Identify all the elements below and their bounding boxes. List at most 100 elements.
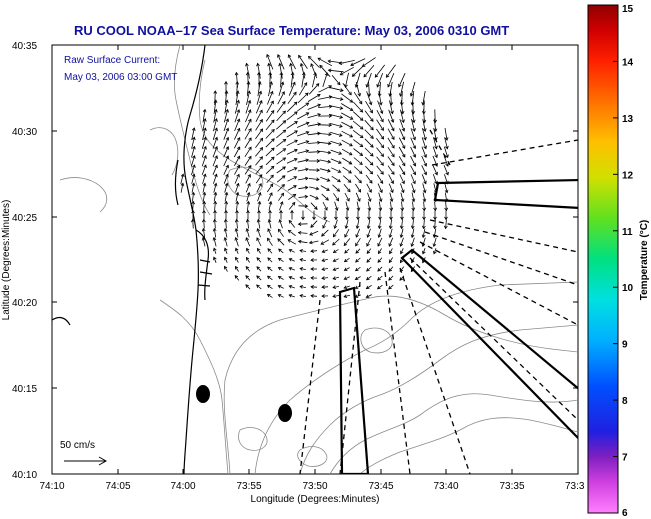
current-vector-head — [401, 162, 406, 167]
current-vector-head — [310, 224, 314, 228]
current-vector-head — [191, 191, 196, 196]
current-vector — [353, 101, 363, 113]
current-vector-head — [305, 102, 310, 107]
current-vector-head — [423, 180, 427, 185]
current-vector — [214, 219, 216, 229]
current-vector — [288, 82, 296, 96]
current-vector-head — [377, 268, 381, 272]
current-vector-head — [304, 176, 309, 181]
current-vector-head — [266, 293, 271, 298]
current-vector — [341, 148, 353, 156]
colorbar-scale — [587, 4, 619, 514]
current-vector — [234, 156, 240, 166]
current-vector-head — [321, 258, 326, 262]
current-vector-head — [268, 71, 273, 76]
current-vector — [421, 155, 427, 167]
current-vector — [317, 57, 333, 67]
current-vector-head — [359, 161, 363, 166]
current-vector-head — [224, 191, 229, 196]
x-tick-label: 73:40 — [433, 481, 458, 492]
current-vector — [287, 239, 297, 245]
current-vector-head — [365, 285, 370, 290]
current-vector — [235, 90, 239, 106]
current-vector — [377, 266, 383, 272]
current-vector-head — [293, 176, 298, 180]
current-vector — [411, 228, 415, 238]
current-vector — [333, 229, 339, 237]
current-vector-head — [297, 222, 302, 226]
current-vector — [322, 201, 328, 211]
current-vector-head — [191, 200, 196, 205]
current-vector-head — [192, 145, 196, 150]
current-vector-head — [351, 73, 356, 77]
current-vector — [388, 284, 394, 290]
current-vector — [344, 285, 350, 289]
current-vector — [276, 139, 286, 147]
current-vector — [387, 119, 395, 131]
current-vector-head — [224, 265, 228, 270]
current-vector-head — [304, 204, 309, 208]
current-vector-head — [213, 108, 218, 113]
current-vector-head — [270, 156, 275, 161]
current-vector-head — [293, 158, 298, 162]
current-vector — [244, 156, 252, 166]
current-vector — [332, 276, 340, 280]
current-vector-head — [411, 250, 415, 255]
current-vector-head — [357, 188, 362, 193]
current-vector-head — [374, 74, 379, 78]
current-vector-head — [338, 142, 343, 146]
current-vector — [319, 141, 331, 145]
current-vector — [432, 146, 438, 158]
current-vector-head — [212, 218, 217, 223]
current-vector — [245, 174, 251, 184]
current-vector-head — [297, 239, 302, 244]
current-vector — [244, 119, 252, 131]
current-vector-head — [180, 182, 185, 187]
current-vector-head — [297, 230, 302, 235]
current-vector-head — [245, 218, 250, 223]
y-axis: 40:35 40:30 40:25 40:20 40:15 40:10 Lati… — [1, 41, 578, 481]
current-vector-head — [391, 171, 395, 175]
current-vector — [287, 92, 297, 104]
current-vector-head — [325, 197, 329, 201]
current-vector — [342, 82, 352, 96]
current-vector-head — [225, 155, 229, 160]
current-vector-head — [347, 179, 352, 183]
current-vector-head — [259, 109, 263, 114]
current-vector-head — [256, 62, 260, 67]
current-vector-head — [225, 118, 230, 122]
current-vector-head — [234, 265, 239, 270]
current-vector — [345, 72, 349, 88]
current-vector-head — [305, 92, 309, 97]
current-vector-head — [338, 151, 343, 155]
current-vector-head — [328, 132, 332, 137]
current-vector-head — [234, 236, 239, 241]
current-vector-head — [369, 109, 373, 114]
current-vector — [180, 183, 184, 193]
current-vector-head — [214, 155, 218, 159]
current-vector-head — [294, 130, 298, 134]
current-vector-head — [236, 109, 241, 113]
current-vector — [244, 137, 252, 149]
current-vector-head — [327, 159, 332, 164]
current-vector-head — [246, 191, 251, 196]
current-vector-head — [412, 162, 417, 167]
current-vector-head — [343, 276, 348, 280]
current-vector — [265, 110, 275, 122]
current-vector — [365, 165, 373, 175]
current-vector — [367, 201, 371, 211]
current-vector — [289, 294, 295, 298]
current-vector — [289, 249, 295, 253]
current-vector-head — [380, 162, 384, 166]
current-vector-head — [369, 161, 374, 166]
current-vector-head — [213, 209, 217, 214]
current-vector — [288, 193, 296, 201]
current-vector — [444, 137, 448, 149]
current-vector — [411, 192, 415, 202]
current-vector-head — [257, 191, 262, 196]
current-vector-head — [377, 250, 382, 255]
current-vector-head — [410, 268, 415, 273]
current-vector — [399, 118, 405, 132]
current-vector-head — [379, 110, 384, 115]
current-vector — [332, 238, 340, 246]
